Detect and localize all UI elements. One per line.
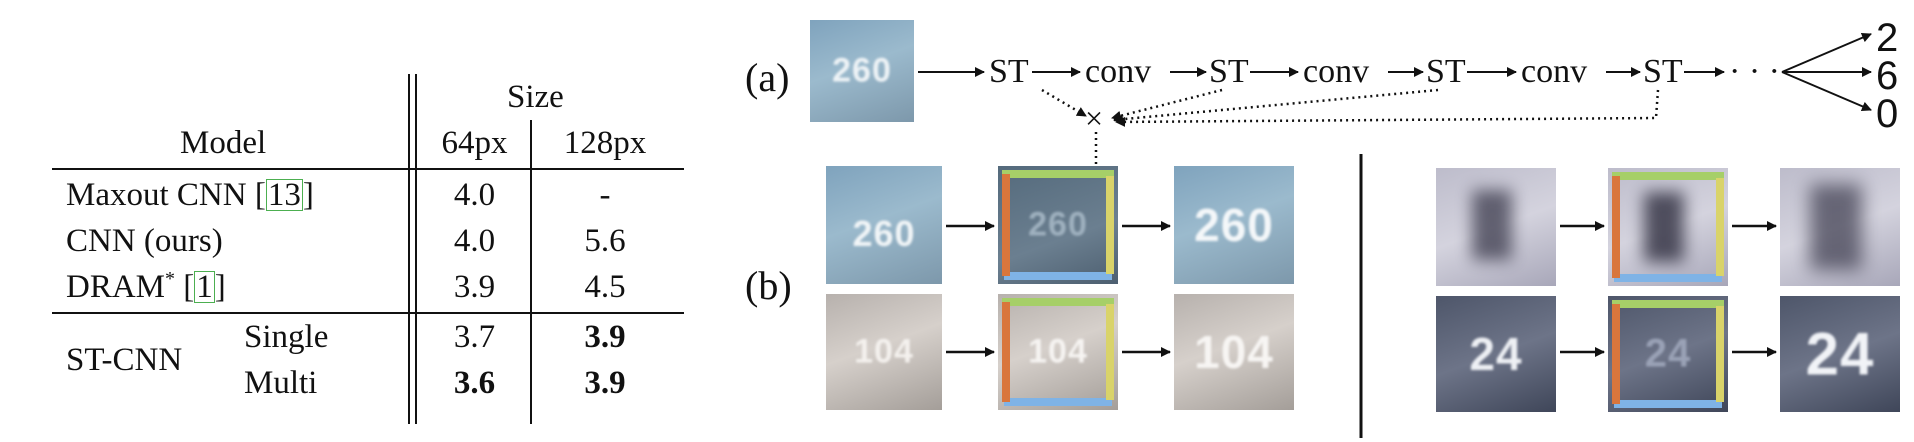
value-128px: 4.5: [584, 269, 626, 305]
dotted-st3-multiply: [1113, 88, 1439, 125]
patch-260-transformed-box: 260: [998, 166, 1118, 284]
output-digit: 2: [1876, 16, 1899, 60]
model-name: CNN (ours): [66, 223, 223, 259]
st-node: ST: [1643, 53, 1683, 90]
header-rule: [52, 168, 684, 170]
value-64px: 3.7: [453, 319, 496, 355]
ellipsis: · · ·: [1729, 53, 1780, 90]
column-rule: [530, 120, 532, 424]
size-header: Size: [507, 79, 564, 115]
value-64px: 4.0: [453, 177, 496, 213]
patch-104-output: 104: [1174, 294, 1294, 410]
double-rule-right: [415, 74, 417, 424]
st-cnn-rule: [52, 312, 684, 314]
model-name: ST-CNN: [66, 342, 183, 378]
st-node: ST: [1426, 53, 1466, 90]
patch-104-transformed-box: 104: [998, 294, 1118, 410]
citation-link[interactable]: 1: [194, 269, 215, 305]
panel-b-label: (b): [745, 263, 792, 308]
patch-24-output: 24: [1780, 296, 1900, 412]
value-64px: 3.9: [453, 269, 496, 305]
citation-link[interactable]: 13: [265, 177, 303, 213]
patch-24-input: 24: [1436, 296, 1556, 412]
patch-blurry-output: [1780, 168, 1900, 286]
col-64px-header: 64px: [441, 125, 508, 161]
patch-24-transformed-box: 24: [1608, 296, 1728, 412]
output-digit: 6: [1876, 54, 1899, 98]
st-node: ST: [989, 53, 1029, 90]
value-128px: 3.9: [584, 319, 626, 355]
patch-blurry-input: [1436, 168, 1556, 286]
dotted-st1-multiply: [1041, 88, 1087, 118]
output-digit: 0: [1876, 92, 1899, 136]
patch-260-output: 260: [1174, 166, 1294, 284]
arrow-output-0: [1781, 71, 1872, 112]
double-rule-left: [408, 74, 410, 424]
patch-260-input: 260: [826, 166, 942, 284]
dotted-st2-multiply: [1111, 88, 1223, 121]
dotted-st4-multiply: [1115, 89, 1660, 127]
conv-node: conv: [1521, 53, 1588, 90]
value-128px: -: [599, 177, 611, 213]
model-name: DRAM* [1]: [66, 268, 226, 305]
asterisk-footnote: *: [165, 268, 176, 290]
conv-node: conv: [1303, 53, 1370, 90]
arrow-output-2: [1781, 32, 1872, 73]
patch-blurry-transformed-box: [1608, 168, 1728, 286]
variant-label: Single: [244, 319, 329, 355]
variant-label: Multi: [244, 365, 318, 401]
model-name: Maxout CNN [13]: [66, 177, 314, 213]
model-header: Model: [180, 125, 267, 161]
value-64px: 4.0: [453, 223, 496, 259]
col-128px-header: 128px: [563, 125, 647, 161]
value-64px: 3.6: [453, 365, 496, 401]
multiply-icon: ×: [1085, 100, 1104, 136]
conv-node: conv: [1085, 53, 1152, 90]
patch-104-input: 104: [826, 294, 942, 410]
value-128px: 5.6: [584, 223, 626, 259]
value-128px: 3.9: [584, 365, 626, 401]
panel-a-label: (a): [745, 55, 790, 100]
input-image: 260: [810, 20, 914, 122]
st-node: ST: [1209, 53, 1249, 90]
